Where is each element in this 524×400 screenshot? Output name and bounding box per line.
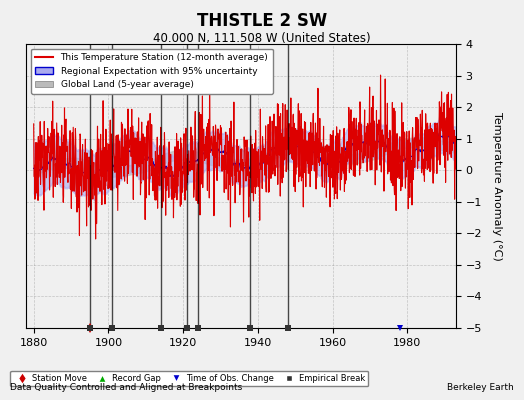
Legend: Station Move, Record Gap, Time of Obs. Change, Empirical Break: Station Move, Record Gap, Time of Obs. C… <box>10 371 368 386</box>
Text: 40.000 N, 111.508 W (United States): 40.000 N, 111.508 W (United States) <box>153 32 371 45</box>
Text: THISTLE 2 SW: THISTLE 2 SW <box>197 12 327 30</box>
Y-axis label: Temperature Anomaly (°C): Temperature Anomaly (°C) <box>492 112 501 260</box>
Text: Berkeley Earth: Berkeley Earth <box>447 383 514 392</box>
Text: Data Quality Controlled and Aligned at Breakpoints: Data Quality Controlled and Aligned at B… <box>10 383 243 392</box>
